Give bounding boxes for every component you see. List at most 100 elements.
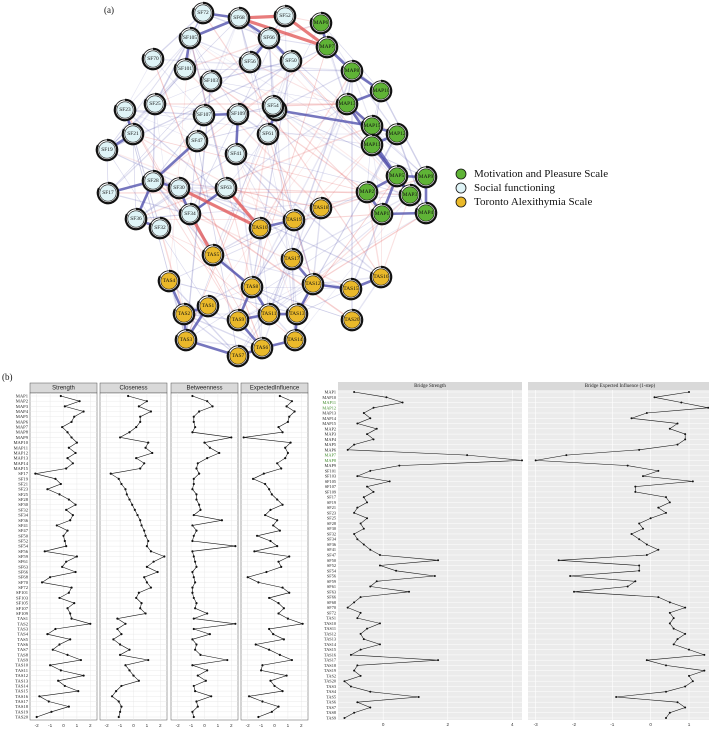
y-tick-label: SF17 xyxy=(327,495,337,500)
network-node: TAS20 xyxy=(340,308,364,332)
network-edge xyxy=(132,133,368,193)
network-edge-strong xyxy=(177,186,262,230)
x-tick-label: 1 xyxy=(688,722,691,727)
y-tick-label: SF61 xyxy=(18,559,28,564)
node-circle xyxy=(401,186,419,204)
y-tick-label: TAS3 xyxy=(326,684,336,689)
data-point xyxy=(378,554,381,556)
node-pie xyxy=(227,6,251,30)
data-point xyxy=(63,405,66,408)
y-tick-label: SF34 xyxy=(327,537,337,542)
x-tick-label: 4 xyxy=(511,722,514,727)
data-point xyxy=(676,638,679,641)
y-tick-label: MAP11 xyxy=(323,400,336,405)
node-pie xyxy=(226,308,250,332)
y-tick-label: SF30 xyxy=(18,502,28,507)
data-point xyxy=(356,617,359,620)
data-point xyxy=(398,464,401,467)
y-tick-label: MAP1 xyxy=(325,390,336,395)
data-point xyxy=(276,545,279,548)
network-node: TAS9 xyxy=(226,308,250,332)
network-node: TAS16 xyxy=(369,265,393,289)
data-point xyxy=(359,596,362,599)
node-circle xyxy=(253,339,271,357)
data-point xyxy=(359,648,362,651)
data-point xyxy=(284,446,287,449)
y-tick-label: SF101 xyxy=(16,590,29,595)
data-point xyxy=(128,648,131,651)
data-point xyxy=(356,538,359,541)
data-point xyxy=(642,475,644,478)
data-point xyxy=(688,648,690,651)
data-point xyxy=(359,674,362,677)
node-circle xyxy=(160,272,178,290)
data-point xyxy=(195,601,198,605)
network-node: MAP1 xyxy=(370,202,394,226)
data-point xyxy=(657,596,660,599)
node-pie xyxy=(226,102,250,126)
node-circle xyxy=(99,184,117,202)
x-tick-label: 1 xyxy=(76,723,79,728)
y-tick-label: SF50 xyxy=(18,533,28,538)
data-point xyxy=(301,622,304,625)
data-point xyxy=(208,633,211,636)
node-circle xyxy=(188,132,206,150)
data-point xyxy=(70,586,73,589)
y-tick-label: SF50 xyxy=(327,558,336,563)
data-point xyxy=(634,490,637,493)
data-point xyxy=(137,405,140,408)
network-edge xyxy=(202,12,382,278)
network-edge xyxy=(124,109,261,229)
data-point xyxy=(281,586,284,589)
network-edge xyxy=(152,180,239,321)
node-pie xyxy=(315,35,339,59)
y-tick-label: TAS19 xyxy=(324,668,336,673)
y-tick-label: SF103 xyxy=(325,474,336,479)
data-point xyxy=(362,543,365,546)
network-edge xyxy=(124,37,191,111)
data-point xyxy=(680,401,683,404)
data-point xyxy=(366,501,369,504)
network-node: TAS3 xyxy=(174,328,198,352)
y-tick-label: SF41 xyxy=(327,547,336,552)
data-point xyxy=(273,684,276,688)
data-point xyxy=(356,475,359,478)
node-circle xyxy=(199,297,217,315)
data-point xyxy=(362,638,365,641)
data-point xyxy=(192,513,195,517)
network-edge xyxy=(124,109,198,142)
data-point xyxy=(657,469,660,472)
node-label: TAS13 xyxy=(289,311,304,317)
node-label: SF19 xyxy=(101,147,113,153)
bridge-panel-strength: Bridge Strength 0 2 4 xyxy=(338,382,523,727)
network-node: TAS7 xyxy=(226,344,250,368)
y-tick-label: SF32 xyxy=(327,531,336,536)
data-point xyxy=(277,612,280,615)
network-edge-strong xyxy=(237,16,329,49)
data-point xyxy=(149,410,153,413)
data-point xyxy=(375,427,378,430)
node-circle xyxy=(363,136,381,154)
data-point xyxy=(276,498,279,501)
y-tick-label: TAS18 xyxy=(324,663,336,668)
node-pie xyxy=(339,277,363,301)
data-point xyxy=(71,462,74,465)
data-point xyxy=(191,710,194,713)
data-point xyxy=(356,701,359,704)
node-label: SF50 xyxy=(285,58,297,64)
node-pie xyxy=(340,59,364,83)
data-point xyxy=(61,425,64,429)
data-point xyxy=(366,627,369,630)
data-point xyxy=(638,564,641,567)
node-label: MAP8 xyxy=(345,68,360,74)
data-point xyxy=(234,622,237,625)
y-tick-label: MAP15 xyxy=(322,421,336,426)
data-point xyxy=(149,550,153,553)
node-pie xyxy=(226,344,250,368)
node-label: TAS14 xyxy=(287,337,302,343)
network-node: SF107 xyxy=(192,103,216,127)
network-node: MAP12 xyxy=(385,122,409,146)
node-label: SF54 xyxy=(267,103,279,109)
y-tick-label: MAP10 xyxy=(322,395,336,400)
data-point xyxy=(119,710,122,713)
